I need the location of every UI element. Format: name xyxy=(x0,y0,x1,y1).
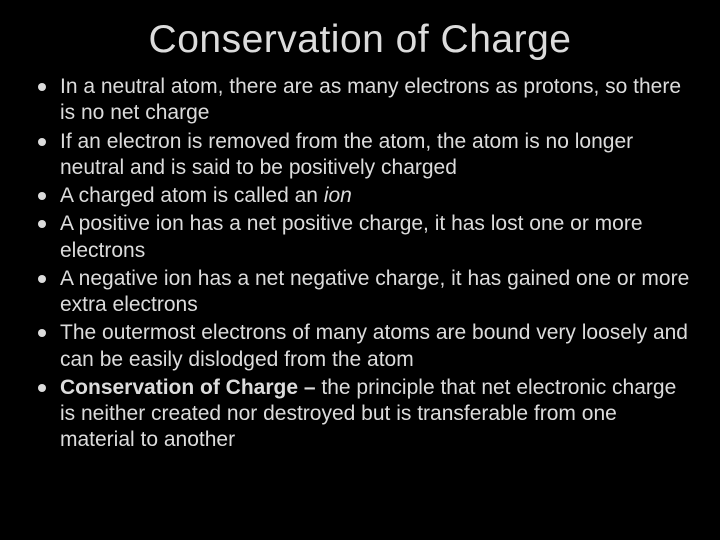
bullet-text: If an electron is removed from the atom,… xyxy=(60,130,633,179)
slide: Conservation of Charge In a neutral atom… xyxy=(0,0,720,540)
list-item: A positive ion has a net positive charge… xyxy=(32,211,692,264)
list-item: If an electron is removed from the atom,… xyxy=(32,129,692,182)
bullet-text-italic: ion xyxy=(324,184,352,207)
bullet-text: A positive ion has a net positive charge… xyxy=(60,212,643,261)
bullet-text: In a neutral atom, there are as many ele… xyxy=(60,75,681,124)
list-item: The outermost electrons of many atoms ar… xyxy=(32,320,692,373)
bullet-text-prefix: A charged atom is called an xyxy=(60,184,324,207)
slide-title: Conservation of Charge xyxy=(28,18,692,62)
bullet-text: The outermost electrons of many atoms ar… xyxy=(60,321,688,370)
list-item: In a neutral atom, there are as many ele… xyxy=(32,74,692,127)
list-item: A negative ion has a net negative charge… xyxy=(32,266,692,319)
list-item: Conservation of Charge – the principle t… xyxy=(32,375,692,454)
bullet-text-bold: Conservation of Charge – xyxy=(60,376,321,399)
bullet-list: In a neutral atom, there are as many ele… xyxy=(28,74,692,454)
bullet-text: A negative ion has a net negative charge… xyxy=(60,267,689,316)
list-item: A charged atom is called an ion xyxy=(32,183,692,209)
